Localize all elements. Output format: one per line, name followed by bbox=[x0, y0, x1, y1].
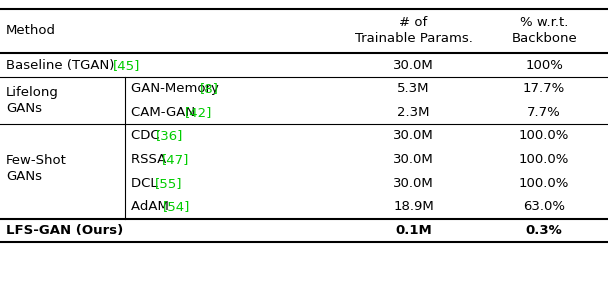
Text: 30.0M: 30.0M bbox=[393, 58, 434, 72]
Text: [45]: [45] bbox=[112, 58, 140, 72]
Text: CAM-GAN: CAM-GAN bbox=[131, 106, 199, 119]
Text: [55]: [55] bbox=[155, 177, 182, 190]
Text: 5.3M: 5.3M bbox=[397, 82, 430, 95]
Text: 0.1M: 0.1M bbox=[395, 224, 432, 237]
Text: 17.7%: 17.7% bbox=[523, 82, 565, 95]
Text: 100.0%: 100.0% bbox=[519, 177, 569, 190]
Text: 30.0M: 30.0M bbox=[393, 129, 434, 143]
Text: % w.r.t.
Backbone: % w.r.t. Backbone bbox=[511, 16, 577, 46]
Text: [8]: [8] bbox=[200, 82, 219, 95]
Text: 100%: 100% bbox=[525, 58, 563, 72]
Text: 2.3M: 2.3M bbox=[397, 106, 430, 119]
Text: Few-Shot
GANs: Few-Shot GANs bbox=[6, 154, 67, 183]
Text: 63.0%: 63.0% bbox=[523, 200, 565, 213]
Text: Method: Method bbox=[6, 24, 56, 37]
Text: LFS-GAN (Ours): LFS-GAN (Ours) bbox=[6, 224, 123, 237]
Text: DCL: DCL bbox=[131, 177, 162, 190]
Text: Baseline (TGAN): Baseline (TGAN) bbox=[6, 58, 119, 72]
Text: 18.9M: 18.9M bbox=[393, 200, 434, 213]
Text: [54]: [54] bbox=[163, 200, 190, 213]
Text: [42]: [42] bbox=[185, 106, 212, 119]
Text: 100.0%: 100.0% bbox=[519, 153, 569, 166]
Text: [47]: [47] bbox=[162, 153, 189, 166]
Text: 7.7%: 7.7% bbox=[527, 106, 561, 119]
Text: # of
Trainable Params.: # of Trainable Params. bbox=[354, 16, 472, 46]
Text: AdAM: AdAM bbox=[131, 200, 173, 213]
Text: 0.3%: 0.3% bbox=[526, 224, 562, 237]
Text: Lifelong
GANs: Lifelong GANs bbox=[6, 86, 59, 115]
Text: [36]: [36] bbox=[156, 129, 184, 143]
Text: 30.0M: 30.0M bbox=[393, 177, 434, 190]
Text: GAN-Memory: GAN-Memory bbox=[131, 82, 223, 95]
Text: RSSA: RSSA bbox=[131, 153, 170, 166]
Text: CDC: CDC bbox=[131, 129, 164, 143]
Text: 30.0M: 30.0M bbox=[393, 153, 434, 166]
Text: 100.0%: 100.0% bbox=[519, 129, 569, 143]
